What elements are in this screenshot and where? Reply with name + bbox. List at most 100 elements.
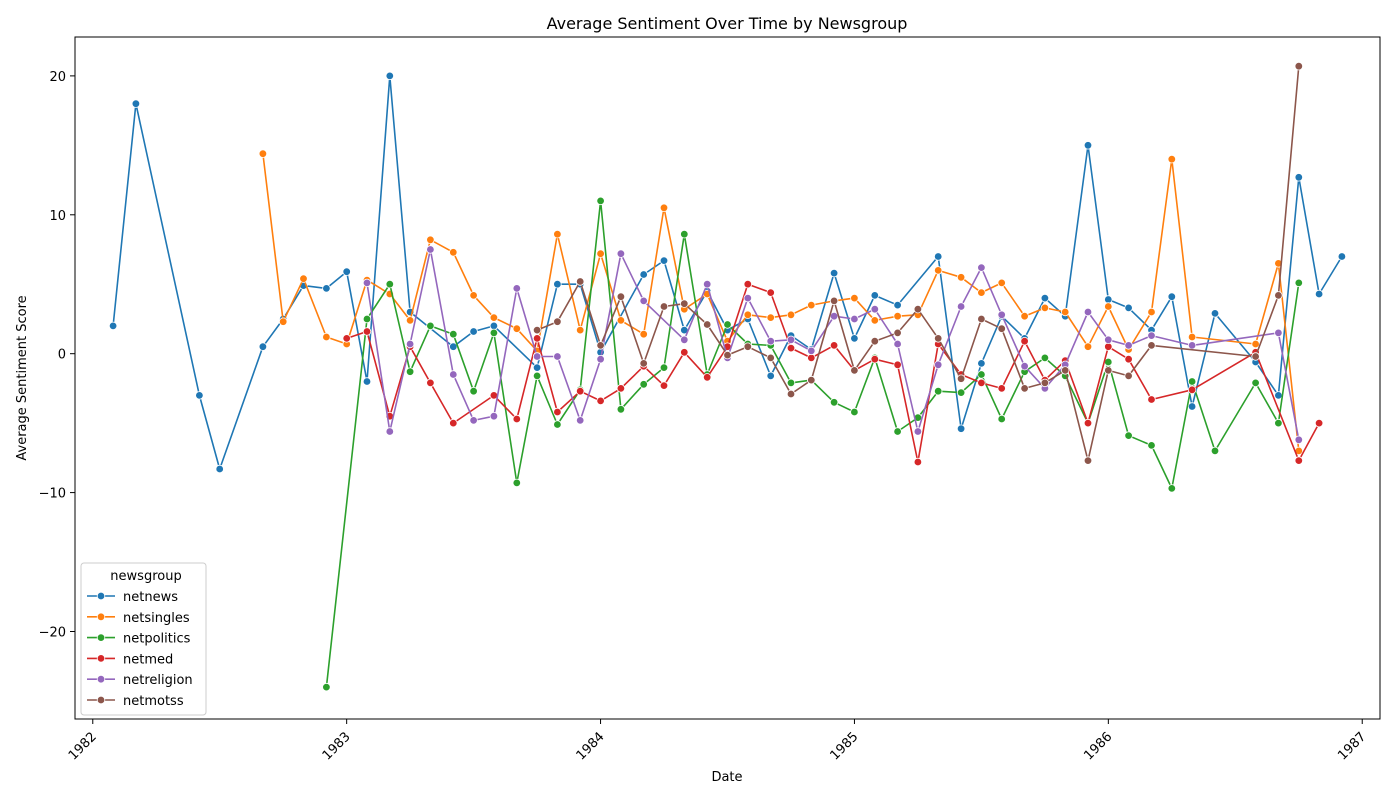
data-point — [850, 334, 859, 343]
data-point — [997, 414, 1006, 424]
series-line-netmotss — [536, 66, 1300, 462]
data-point — [807, 346, 816, 356]
data-point — [977, 370, 986, 379]
data-point — [639, 380, 648, 389]
data-point — [934, 266, 943, 275]
y-tick-label: 20 — [49, 70, 66, 85]
series-netmed — [342, 280, 1324, 467]
data-point — [893, 328, 902, 338]
data-point — [723, 350, 732, 360]
data-point — [934, 387, 943, 396]
data-point — [766, 313, 775, 322]
data-point — [1251, 339, 1260, 349]
legend-marker — [96, 675, 106, 684]
x-tick-label: 1985 — [827, 729, 861, 763]
data-point — [362, 377, 372, 386]
data-point — [639, 296, 648, 306]
series-netpolitics — [322, 196, 1303, 692]
series-line-netmed — [346, 283, 1320, 463]
series-netsingles — [258, 149, 1303, 456]
data-point — [913, 457, 923, 467]
data-point — [1104, 335, 1113, 344]
data-point — [469, 327, 478, 336]
data-point — [195, 391, 204, 400]
data-point — [1167, 154, 1176, 164]
data-point — [997, 310, 1006, 319]
y-tick-label: −10 — [39, 487, 66, 502]
data-point — [362, 327, 372, 336]
data-point — [934, 334, 943, 343]
data-point — [893, 300, 902, 310]
legend-item-netsingles: netsingles — [87, 611, 190, 626]
legend: newsgroup netnews netsingles netpolitics ne… — [80, 562, 207, 716]
y-tick-label: 0 — [58, 348, 66, 363]
data-point — [108, 321, 118, 331]
data-point — [596, 355, 605, 364]
data-point — [659, 302, 669, 311]
data-point — [553, 420, 562, 429]
data-point — [977, 378, 986, 388]
data-point — [1251, 378, 1260, 388]
data-point — [342, 267, 351, 276]
data-point — [1167, 292, 1176, 301]
y-tick-label: 10 — [49, 209, 66, 224]
data-point — [1147, 341, 1156, 350]
data-point — [1274, 418, 1283, 428]
data-point — [659, 256, 669, 265]
data-point — [596, 249, 605, 258]
data-point — [829, 312, 839, 321]
data-point — [997, 324, 1006, 333]
data-point — [743, 280, 752, 289]
data-point — [616, 316, 626, 325]
data-point — [1274, 291, 1283, 300]
data-point — [1294, 435, 1303, 444]
data-point — [362, 278, 372, 288]
data-point — [680, 348, 689, 357]
data-point — [596, 396, 605, 406]
data-point — [870, 291, 879, 300]
data-point — [1040, 303, 1050, 313]
data-point — [893, 339, 902, 349]
data-point — [616, 384, 626, 393]
data-point — [596, 348, 605, 357]
x-axis: 1982 1983 1984 1985 1986 1987 — [66, 719, 1369, 763]
data-point — [659, 363, 669, 372]
data-point — [512, 414, 521, 424]
data-point — [786, 389, 796, 399]
data-point — [385, 280, 394, 289]
legend-label: netmed — [123, 652, 173, 667]
data-point — [576, 277, 585, 286]
data-point — [1020, 384, 1029, 393]
data-point — [807, 353, 816, 363]
x-tick-label: 1982 — [66, 729, 100, 763]
data-point — [1147, 441, 1156, 450]
data-point — [1251, 352, 1260, 361]
data-point — [1124, 355, 1133, 364]
data-point — [426, 235, 435, 244]
data-point — [766, 353, 775, 363]
plot-area — [108, 61, 1347, 692]
data-point — [258, 149, 268, 158]
series-netmotss — [532, 61, 1303, 465]
data-point — [786, 343, 796, 353]
data-point — [1124, 341, 1133, 350]
data-point — [956, 374, 966, 383]
data-point — [850, 366, 859, 375]
legend-marker — [96, 612, 106, 621]
data-point — [1083, 141, 1093, 150]
y-axis: −20 −10 0 10 20 — [39, 70, 75, 640]
data-point — [469, 291, 478, 300]
series-netnews — [108, 71, 1347, 474]
data-point — [913, 305, 923, 314]
data-point — [1187, 332, 1197, 342]
data-point — [934, 252, 943, 261]
data-point — [977, 263, 986, 272]
data-point — [1020, 362, 1029, 371]
series-line-netnews — [112, 75, 1343, 470]
data-point — [362, 314, 372, 324]
data-point — [829, 268, 839, 278]
data-point — [703, 280, 712, 289]
data-point — [870, 305, 879, 314]
data-point — [449, 418, 458, 428]
data-point — [449, 330, 458, 339]
